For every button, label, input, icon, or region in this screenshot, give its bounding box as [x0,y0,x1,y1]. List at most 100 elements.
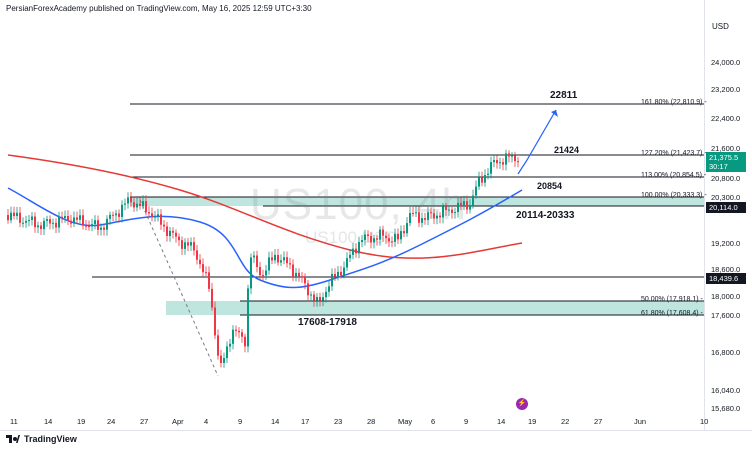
candle-body [184,242,186,249]
tv-logo-icon [6,435,20,443]
candle-body [382,229,384,236]
candle-body [343,267,345,276]
candle-body [163,224,165,227]
candle-body [43,220,45,230]
price-tick-label: 18,600.0 [711,265,741,274]
time-tick-label: 4 [204,417,209,426]
candle-body [322,297,324,301]
supply-demand-zone-bottom [166,301,704,315]
annotation-20854[interactable]: 20854 [537,181,563,191]
event-flag-icon[interactable]: ⚡ [516,398,528,410]
candle-body [154,216,156,218]
candle-body [241,332,243,337]
candle-body [481,177,483,183]
candle-body [511,155,513,157]
price-tick-label: 23,200.0 [711,85,741,94]
candle-body [424,218,426,220]
candle-body [238,330,240,333]
candle-body [214,307,216,336]
supply-demand-zone-top [130,197,704,206]
candle-body [220,355,222,363]
candle-body [409,212,411,224]
currency-label[interactable]: USD [712,22,729,31]
annotation-zone-top[interactable]: 20114-20333 [516,210,575,221]
candle-body [22,222,24,224]
candle-body [397,233,399,240]
candle-body [403,231,405,234]
candle-body [277,254,279,263]
candle-body [202,264,204,273]
annotation-zone-bottom[interactable]: 17608-17918 [298,317,357,328]
candle-body [508,153,510,157]
candle-body [340,271,342,276]
price-tick-label: 20,300.0 [711,193,741,202]
price-tick-label: 17,600.0 [711,311,741,320]
candle-body [178,236,180,241]
price-tick-label: 18,000.0 [711,292,741,301]
fib-level-label: 161.80% (22,810.9) - [641,99,707,106]
candle-body [187,242,189,246]
candle-body [325,291,327,298]
candle-body [244,336,246,347]
candle-body [193,242,195,251]
candle-body [232,329,234,344]
candle-body [418,212,420,223]
candle-body [388,238,390,242]
time-tick-label: 14 [497,417,506,426]
candle-body [334,273,336,277]
candle-body [364,234,366,241]
candle-body [313,294,315,301]
candle-body [493,160,495,163]
candle-body [124,203,126,205]
candle-body [205,272,207,274]
price-tick-label: 21,600.0 [711,144,741,153]
dashed-trend-line[interactable] [139,199,219,377]
candle-body [112,214,114,216]
footer-divider [0,430,752,431]
candle-body [376,238,378,240]
candle-body [16,212,18,216]
time-tick-label: 17 [301,417,310,426]
projection-arrow[interactable] [517,109,557,175]
candle-body [460,202,462,206]
fast-moving-average [7,187,523,289]
candle-body [265,270,267,276]
candle-body [490,162,492,174]
time-tick-label: 14 [44,417,53,426]
candle-body [448,209,450,211]
candle-body [64,215,66,219]
candle-body [100,227,102,230]
candle-body [67,215,69,221]
symbol-watermark-sub: US100 USD [305,228,398,247]
candle-body [484,174,486,183]
annotation-22811[interactable]: 22811 [550,90,578,101]
candle-body [496,160,498,164]
price-tick-label: 16,040.0 [711,386,741,395]
candle-body [487,173,489,175]
time-tick-label: 14 [271,417,280,426]
candle-body [49,219,51,224]
candle-body [361,240,363,242]
candle-body [223,358,225,363]
candle-body [88,226,90,228]
annotation-21424[interactable]: 21424 [554,145,580,155]
candle-body [391,241,393,243]
candle-body [82,215,84,226]
candle-body [151,213,153,218]
candle-body [94,220,96,225]
candle-body [139,203,141,207]
candle-body [469,205,471,210]
fib-level-label: 61.80% (17,608.4) - [641,310,703,317]
time-tick-label: 9 [464,417,469,426]
price-badge: 21,375.5 30:17 [706,152,746,172]
candle-body [358,241,360,254]
candle-body [517,161,519,163]
candles-group [7,149,519,368]
candle-body [235,329,237,331]
candle-body [295,272,297,277]
time-tick-label: 27 [140,417,149,426]
tradingview-logo[interactable]: TradingView [6,434,77,444]
candle-body [442,206,444,218]
